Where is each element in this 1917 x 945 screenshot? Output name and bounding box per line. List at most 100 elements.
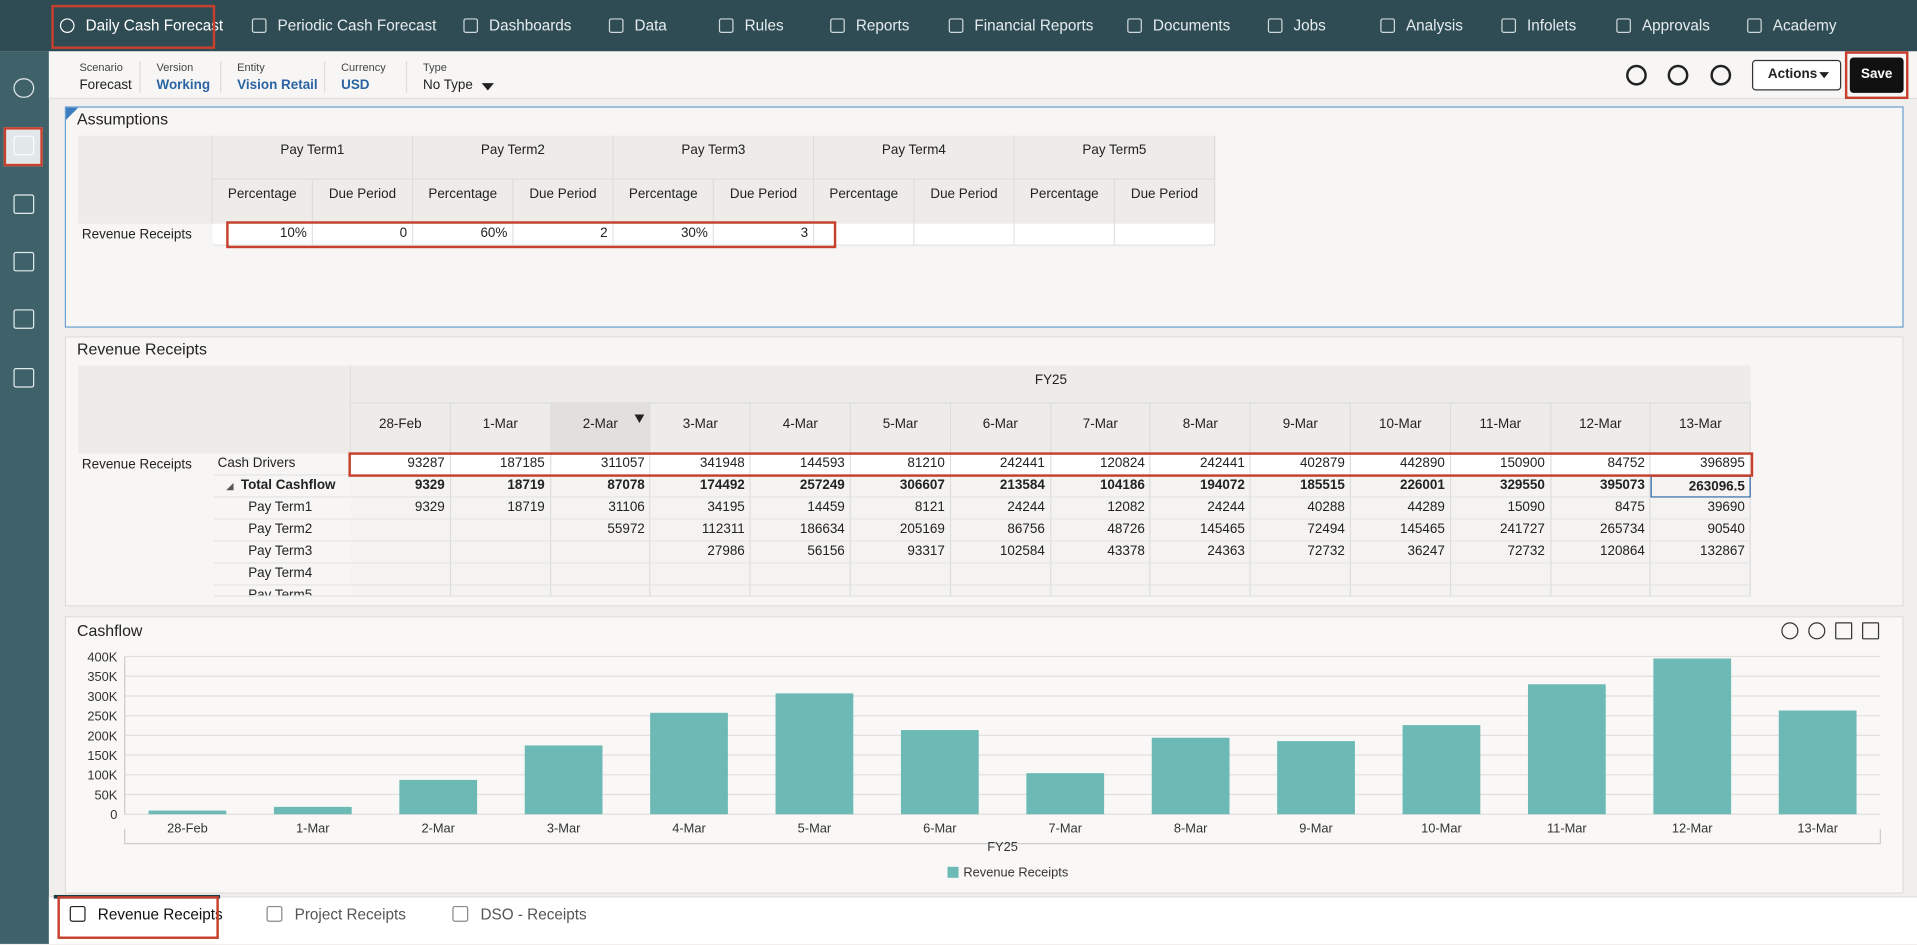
input-value[interactable]: 60% — [480, 226, 508, 241]
grid-cell: 263096.5 — [1650, 475, 1751, 498]
nav-icon — [1267, 18, 1283, 34]
nav-tab[interactable]: Rules — [744, 17, 784, 35]
grid-cell[interactable]: 396895 — [1650, 453, 1751, 476]
bottom-tab-highlight — [57, 896, 219, 939]
grid-cell — [1550, 563, 1651, 586]
grid-cell — [1050, 585, 1151, 597]
panel-tool[interactable] — [1862, 622, 1880, 640]
grid-cell: 194072 — [1150, 475, 1251, 498]
grid-corner — [78, 365, 351, 454]
bottom-tab[interactable]: DSO - Receipts — [480, 905, 587, 924]
grid-cell — [1050, 563, 1151, 586]
grid-cell — [450, 563, 551, 586]
grid-cell — [1650, 585, 1751, 597]
grid-cell — [650, 563, 751, 586]
input-cell[interactable] — [713, 223, 815, 246]
nav-tab[interactable]: Data — [634, 17, 667, 35]
grid-cell[interactable]: 311057 — [550, 453, 651, 476]
input-cell[interactable] — [1014, 223, 1116, 246]
nav-tab[interactable]: Daily Cash Forecast — [85, 17, 224, 35]
dropdown-arrow — [481, 83, 494, 91]
nav-icon — [59, 18, 75, 34]
pov-value[interactable]: Forecast — [79, 78, 132, 93]
input-value[interactable]: 3 — [800, 226, 809, 241]
date-header: 9-Mar — [1250, 403, 1351, 454]
input-value[interactable]: 10% — [279, 226, 307, 241]
grid-cell — [1150, 585, 1251, 597]
grid-cell[interactable]: 442890 — [1350, 453, 1451, 476]
grid-cell: 34195 — [650, 497, 751, 520]
grid-cell: 90540 — [1650, 519, 1751, 542]
sidebar-icon[interactable] — [13, 368, 35, 388]
date-header: 2-Mar — [550, 403, 651, 454]
grid-cell: 265734 — [1550, 519, 1651, 542]
sidebar-icon[interactable] — [13, 194, 35, 214]
date-header: 28-Feb — [350, 403, 451, 454]
grid-cell — [450, 585, 551, 597]
sidebar-icon[interactable] — [13, 251, 35, 272]
date-header: 1-Mar — [450, 403, 551, 454]
grid-cell[interactable]: 341948 — [650, 453, 751, 476]
nav-tab[interactable]: Academy — [1772, 17, 1837, 35]
input-cell[interactable] — [312, 223, 414, 246]
grid-cell[interactable]: 187185 — [450, 453, 551, 476]
driver-highlight — [348, 452, 1754, 477]
bottom-tab[interactable]: Project Receipts — [294, 905, 406, 924]
input-value[interactable]: 30% — [680, 226, 708, 241]
nav-tab[interactable]: Reports — [855, 17, 910, 35]
sub-header: Due Period — [713, 179, 815, 224]
sidebar-icon[interactable] — [13, 78, 35, 98]
sidebar-icon[interactable] — [13, 309, 35, 329]
input-cell[interactable] — [513, 223, 614, 246]
bottom-tab[interactable]: Revenue Receipts — [97, 905, 223, 924]
nav-tab[interactable]: Infolets — [1527, 17, 1577, 35]
pov-value[interactable]: Vision Retail — [237, 78, 318, 93]
row-label-cell: Pay Term2 — [213, 519, 351, 542]
sub-header: Due Period — [312, 179, 414, 224]
nav-tab[interactable]: Jobs — [1293, 17, 1326, 35]
grid-cell: 18719 — [450, 497, 551, 520]
date-header: 13-Mar — [1650, 403, 1751, 454]
nav-tab[interactable]: Financial Reports — [974, 17, 1094, 35]
panel-tool[interactable] — [1835, 622, 1853, 640]
date-header: 7-Mar — [1050, 403, 1151, 454]
grid-cell: 72494 — [1250, 519, 1351, 542]
pov-label: Entity — [237, 61, 265, 74]
input-value[interactable]: 2 — [600, 226, 608, 241]
pov-value[interactable]: No Type — [423, 78, 473, 93]
input-cell[interactable] — [814, 223, 915, 246]
pov-value[interactable]: Working — [156, 78, 211, 93]
save-button[interactable]: Save — [1849, 57, 1904, 93]
grid-cell: 86756 — [950, 519, 1051, 542]
grid-cell: 226001 — [1350, 475, 1451, 498]
term-header: Pay Term5 — [1014, 135, 1216, 180]
grid-cell — [1650, 563, 1751, 586]
grid-cell[interactable]: 242441 — [1150, 453, 1251, 476]
toolbar-icon[interactable] — [1626, 64, 1647, 86]
input-cell[interactable] — [413, 223, 514, 246]
grid-cell — [1250, 563, 1351, 586]
grid-cell: 213584 — [950, 475, 1051, 498]
grid-cell: 112311 — [650, 519, 751, 542]
panel-tool[interactable] — [1781, 622, 1799, 640]
input-cell[interactable] — [613, 223, 714, 246]
nav-tab[interactable]: Dashboards — [489, 17, 572, 35]
grid-cell: 9329 — [350, 497, 451, 520]
nav-tab[interactable]: Documents — [1152, 17, 1231, 35]
pov-value[interactable]: USD — [341, 78, 370, 93]
toolbar-icon[interactable] — [1667, 64, 1689, 86]
nav-tab[interactable]: Analysis — [1405, 17, 1463, 35]
input-cell[interactable] — [914, 223, 1015, 246]
nav-tab[interactable]: Approvals — [1641, 17, 1710, 35]
toolbar-icon[interactable] — [1710, 64, 1732, 86]
panel-tool[interactable] — [1808, 622, 1826, 640]
input-cell[interactable] — [1115, 223, 1216, 246]
input-cell[interactable] — [212, 223, 313, 246]
nav-tab[interactable]: Periodic Cash Forecast — [277, 17, 437, 35]
row-label: Revenue Receipts — [81, 227, 192, 243]
grid-cell: 56156 — [750, 541, 851, 564]
grid-cell — [350, 585, 451, 597]
grid-cell[interactable]: 144593 — [750, 453, 851, 476]
input-value[interactable]: 0 — [399, 226, 408, 241]
grid-cell: 185515 — [1250, 475, 1351, 498]
